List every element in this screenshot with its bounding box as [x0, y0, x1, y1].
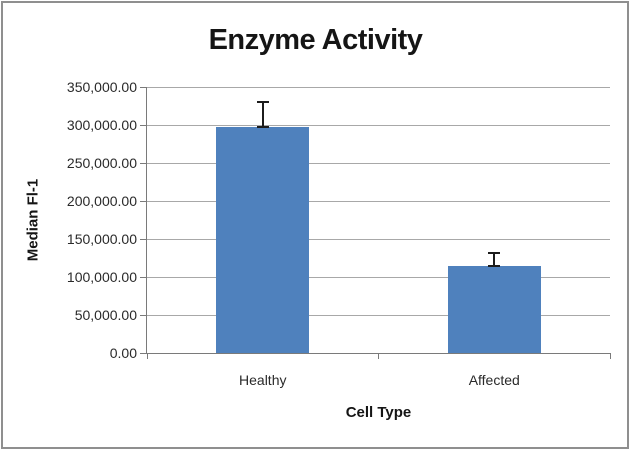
bar-affected: [447, 265, 541, 353]
y-tick-label: 100,000.00: [66, 269, 137, 285]
error-bar-cap-bottom: [256, 125, 269, 128]
gridline: [147, 276, 610, 278]
y-axis-tick: [140, 86, 147, 88]
y-axis-line: [146, 87, 147, 354]
x-axis-title: Cell Type: [345, 404, 412, 421]
category-label: Healthy: [239, 372, 287, 388]
y-tick-label: 0.00: [109, 345, 137, 361]
category-label: Affected: [468, 372, 520, 388]
chart-title: Enzyme Activity: [208, 24, 423, 56]
error-bar-stem: [261, 102, 264, 127]
gridline: [147, 314, 610, 316]
gridline: [147, 124, 610, 126]
gridline: [147, 238, 610, 240]
y-axis-tick: [140, 200, 147, 202]
x-axis-tick: [146, 353, 148, 359]
gridline: [147, 200, 610, 202]
y-axis-tick: [140, 238, 147, 240]
y-axis-tick: [140, 352, 147, 354]
x-axis-tick: [378, 353, 379, 359]
y-axis-tick: [140, 314, 147, 316]
y-tick-label: 200,000.00: [66, 193, 137, 209]
y-tick-label: 250,000.00: [66, 155, 137, 171]
x-axis-tick: [609, 353, 611, 359]
error-bar-stem: [493, 252, 496, 266]
error-bar-cap-top: [488, 251, 501, 254]
y-axis-tick: [140, 276, 147, 278]
y-tick-label: 50,000.00: [74, 307, 137, 323]
y-axis-tick: [140, 162, 147, 164]
gridline: [147, 162, 610, 164]
bar-healthy: [216, 126, 310, 353]
error-bar-cap-top: [256, 101, 269, 104]
y-tick-label: 150,000.00: [66, 231, 137, 247]
y-axis-tick: [140, 124, 147, 126]
y-tick-label: 300,000.00: [66, 117, 137, 133]
y-tick-label: 350,000.00: [66, 79, 137, 95]
gridline: [147, 86, 610, 88]
error-bar-cap-bottom: [488, 264, 501, 267]
